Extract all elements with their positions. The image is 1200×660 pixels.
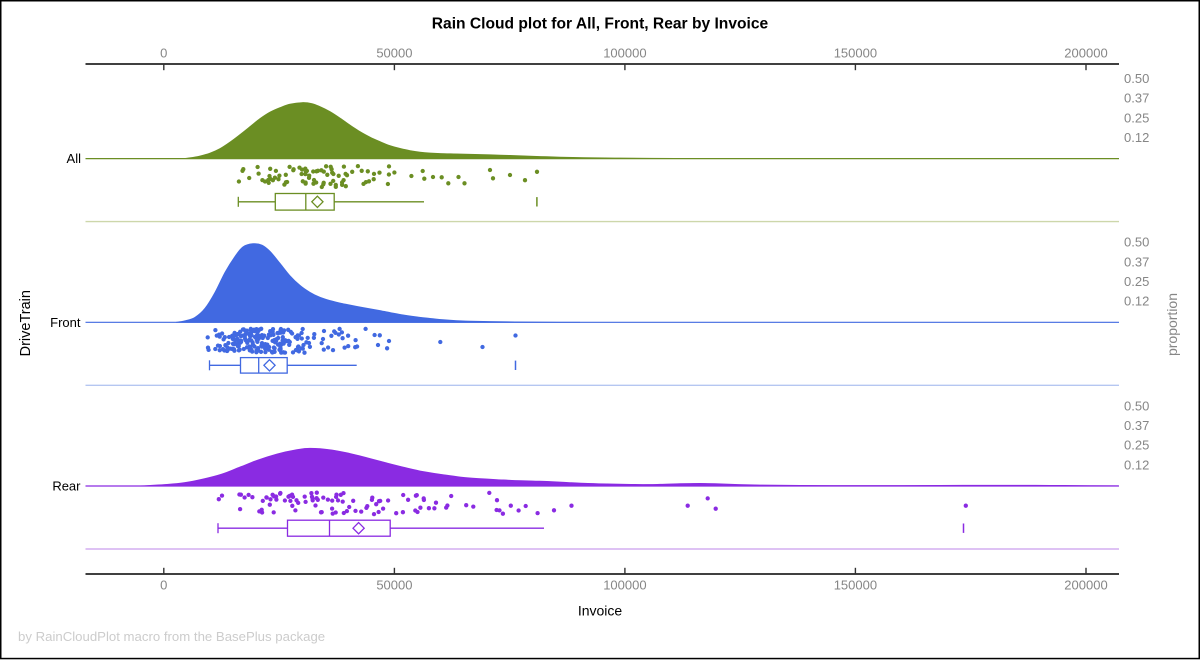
svg-text:0.50: 0.50: [1124, 71, 1149, 86]
svg-text:Front: Front: [50, 315, 81, 330]
svg-text:proportion: proportion: [1164, 293, 1180, 356]
svg-text:Rear: Rear: [52, 479, 81, 494]
svg-text:0.37: 0.37: [1124, 91, 1149, 106]
svg-text:0.12: 0.12: [1124, 457, 1149, 472]
svg-text:0.25: 0.25: [1124, 274, 1149, 289]
svg-text:by RainCloudPlot macro from th: by RainCloudPlot macro from the BasePlus…: [18, 629, 325, 644]
svg-text:0.12: 0.12: [1124, 294, 1149, 309]
svg-text:200000: 200000: [1064, 578, 1107, 593]
svg-text:All: All: [67, 151, 82, 166]
svg-text:100000: 100000: [603, 46, 646, 61]
svg-text:200000: 200000: [1064, 46, 1107, 61]
svg-text:0: 0: [160, 46, 167, 61]
svg-text:Rain Cloud plot for All, Front: Rain Cloud plot for All, Front, Rear by …: [432, 16, 769, 33]
svg-text:100000: 100000: [603, 578, 646, 593]
svg-text:0.25: 0.25: [1124, 438, 1149, 453]
svg-text:0.50: 0.50: [1124, 235, 1149, 250]
svg-text:0.12: 0.12: [1124, 130, 1149, 145]
svg-text:0.25: 0.25: [1124, 110, 1149, 125]
svg-text:50000: 50000: [376, 578, 412, 593]
svg-text:0.50: 0.50: [1124, 398, 1149, 413]
svg-text:0.37: 0.37: [1124, 418, 1149, 433]
svg-text:Invoice: Invoice: [578, 603, 623, 619]
svg-text:DriveTrain: DriveTrain: [18, 290, 34, 356]
svg-text:50000: 50000: [376, 46, 412, 61]
svg-text:0: 0: [160, 578, 167, 593]
svg-text:150000: 150000: [834, 578, 877, 593]
svg-text:150000: 150000: [834, 46, 877, 61]
svg-text:0.37: 0.37: [1124, 254, 1149, 269]
